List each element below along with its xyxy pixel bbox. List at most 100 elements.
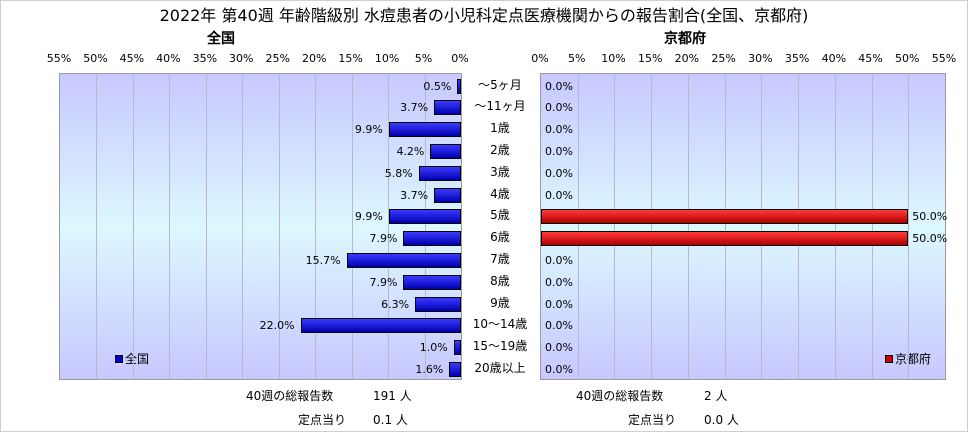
category-label: 10～14歳 [472,317,528,332]
right-value-label: 0.0% [545,101,573,115]
left-value-label: 15.7% [305,253,341,267]
right-value-label: 0.0% [545,253,573,267]
left-bar [403,274,461,290]
left-tick-label: 50% [83,52,108,65]
left-value-label: 5.8% [384,166,413,180]
left-grid-line [169,74,171,379]
left-tick-label: 35% [192,52,218,65]
right-value-label: 0.0% [545,362,573,376]
left-bar [457,78,461,94]
left-bar [434,187,461,203]
right-grid-line [798,74,800,379]
right-panel-title: 京都府 [664,31,706,47]
right-tick-label: 55% [931,52,957,65]
category-label: 1歳 [490,121,510,136]
right-tick-label: 50% [895,52,920,65]
right-tick-label: 35% [784,52,810,65]
left-value-label: 9.9% [354,210,383,224]
left-panel-title: 全国 [207,31,235,47]
left-value-label: 4.2% [396,144,425,158]
right-tick-label: 30% [748,52,773,65]
right-grid-line [687,74,689,379]
left-grid-line [315,74,317,379]
legend-swatch-icon [884,354,893,363]
left-grid-line [278,74,280,379]
right-value-label: 0.0% [545,297,573,311]
category-label: 4歳 [490,186,510,201]
left-bar [418,165,461,181]
right-bar [541,231,909,247]
right-tick-label: 20% [674,52,700,65]
left-grid-line [424,74,426,379]
right-grid-line [724,74,726,379]
chart-title: 2022年 第40週 年齢階級別 水痘患者の小児科定点医療機関からの報告割合(全… [159,6,809,25]
left-bar [346,252,461,268]
category-label: 3歳 [490,164,510,179]
right-tick-label: 45% [858,52,883,65]
right-value-label: 0.0% [545,188,573,202]
left-legend-label: 全国 [125,352,150,366]
left-value-label: 9.9% [354,123,383,137]
right-grid-line [908,74,910,379]
left-bar [388,122,461,138]
right-value-label: 0.0% [545,144,573,158]
left-grid-line [96,74,98,379]
right-tick-label: 40% [821,52,847,65]
left-tick-label: 0% [451,52,469,65]
category-label: ～11ヶ月 [474,99,526,114]
right-plot-area: 京都府 0.0% 0.0% 0.0% 0.0% 0.0% 0.0% 50.0% 50.0% 0.… [540,73,948,380]
right-legend-label: 京都府 [894,352,931,366]
left-tick-label: 5% [414,52,433,65]
left-bar [434,100,461,116]
right-grid-line [834,74,836,379]
left-tick-label: 10% [374,52,400,65]
left-tick-label: 40% [156,52,181,65]
left-bar [415,296,461,312]
category-label: 7歳 [490,251,510,266]
right-tick-label: 0% [531,52,549,65]
left-tick-label: 20% [301,52,327,65]
left-value-label: 1.6% [415,362,444,376]
category-label: 5歳 [490,208,510,223]
left-grid-line [242,74,244,379]
right-per-value: 0.0 人 [704,413,739,427]
right-value-label: 50.0% [912,232,948,246]
legend-swatch-icon [115,354,123,363]
right-tick-label: 5% [567,52,586,65]
right-tick-label: 15% [637,52,663,65]
right-value-label: 0.0% [545,123,573,137]
right-grid-line [871,74,873,379]
left-grid-line [351,74,353,379]
left-value-label: 3.7% [400,188,429,202]
left-bar [430,143,461,159]
category-label: 20歳以上 [474,360,526,375]
left-tick-label: 55% [46,52,72,65]
left-plot-area: 全国 0.5% 3.7% 9.9% 4.2% 5.8% 3.7% 9.9% 7.9% 15.7%… [59,73,462,380]
right-value-label: 0.0% [545,166,573,180]
left-legend: 全国 [115,350,149,367]
left-total-value: 191 人 [373,389,412,403]
left-bar [453,340,461,356]
left-total-label: 40週の総報告数 [246,389,334,403]
right-legend: 京都府 [884,350,931,367]
left-value-label: 3.7% [400,101,429,115]
left-tick-label: 25% [265,52,290,65]
left-per-value: 0.1 人 [373,413,408,427]
left-bar [300,318,461,334]
left-grid-line [132,74,134,379]
right-grid-line [651,74,653,379]
right-value-label: 0.0% [545,275,573,289]
left-value-label: 7.9% [369,275,398,289]
right-value-label: 0.0% [545,79,573,93]
right-value-label: 0.0% [545,341,573,355]
right-grid-line [614,74,616,379]
category-label: 8歳 [490,273,510,288]
left-value-label: 0.5% [423,79,452,93]
left-value-label: 6.3% [381,297,410,311]
left-value-label: 7.9% [369,232,398,246]
left-tick-label: 45% [119,52,145,65]
right-bar [541,209,909,225]
category-label: 2歳 [490,142,510,157]
left-bar [388,209,461,225]
category-label: 9歳 [490,295,510,310]
